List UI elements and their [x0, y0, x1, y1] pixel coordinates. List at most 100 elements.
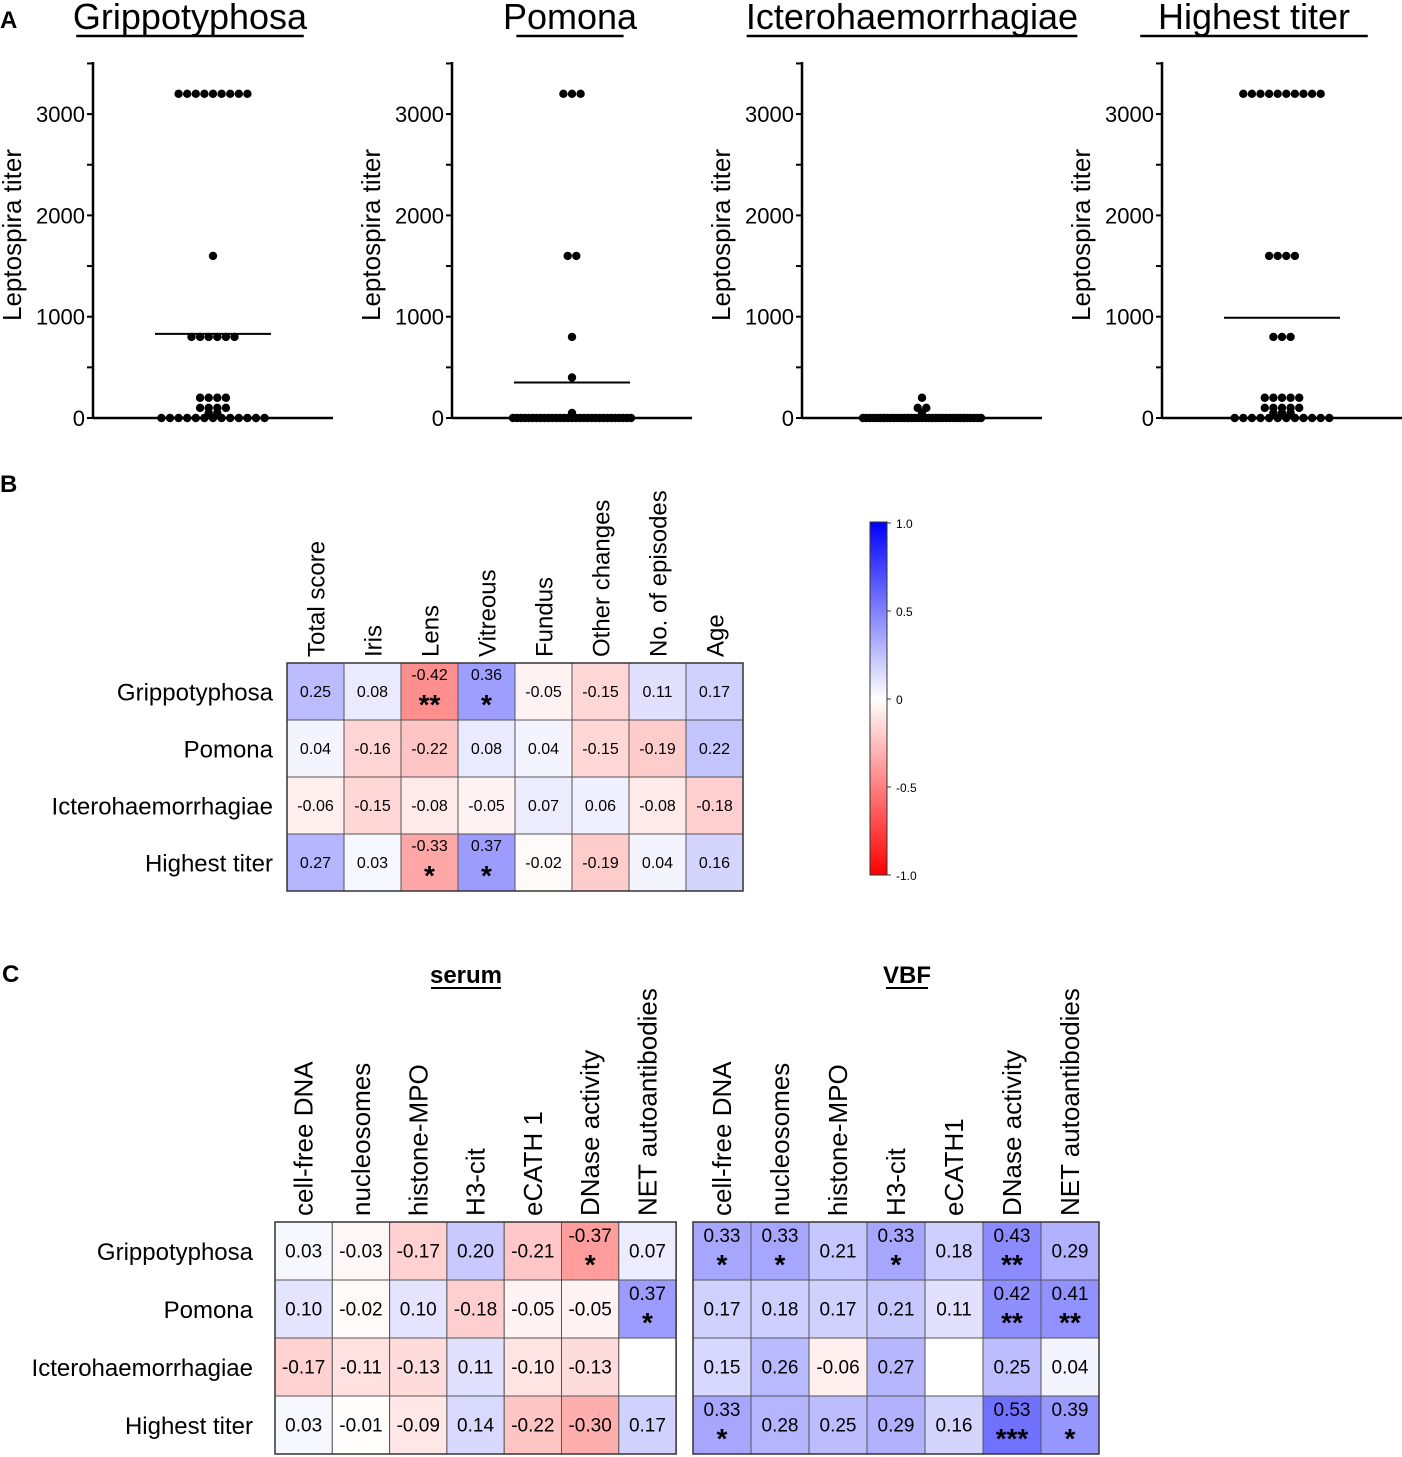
- cell-value: 0.07: [629, 1242, 666, 1263]
- heatmap-cell: [692, 1337, 752, 1397]
- data-point: [1290, 89, 1300, 99]
- cell-value: -0.15: [582, 684, 619, 701]
- block-title-serum: serum: [430, 962, 502, 989]
- cell-value: 0.07: [528, 798, 559, 815]
- data-point: [260, 413, 269, 423]
- significance-marker: *: [642, 1307, 653, 1338]
- data-point: [1290, 251, 1300, 261]
- column-header: Other changes: [589, 500, 616, 657]
- column-header: DNase activity: [997, 1050, 1027, 1216]
- heatmap-cell: [982, 1395, 1042, 1455]
- data-point: [1290, 413, 1300, 423]
- y-tick-label: 3000: [745, 102, 794, 127]
- heatmap-cell: [343, 776, 402, 835]
- y-tick-label: 1000: [395, 305, 444, 330]
- cell-value: -0.17: [397, 1242, 440, 1263]
- data-point: [1277, 393, 1287, 402]
- cell-value: -0.30: [568, 1416, 611, 1437]
- heatmap-cell: [924, 1221, 984, 1281]
- y-axis-label: Leptospira titer: [706, 149, 736, 321]
- heatmap-cell: [446, 1395, 505, 1455]
- cell-value: -0.15: [582, 741, 619, 758]
- heatmap-border: [692, 1221, 1100, 1455]
- cell-value: -0.01: [339, 1416, 382, 1437]
- column-header: Total score: [304, 541, 331, 657]
- cell-value: 0.11: [458, 1358, 494, 1379]
- heatmap-cell: [446, 1279, 505, 1339]
- data-point: [1260, 403, 1270, 413]
- cell-value: -0.08: [411, 798, 448, 815]
- data-point: [157, 413, 166, 423]
- panel-label-a: A: [0, 7, 17, 34]
- heatmap-cell: [400, 719, 459, 778]
- cell-value: -0.13: [568, 1358, 611, 1379]
- data-point: [1273, 89, 1282, 99]
- y-tick-label: 3000: [395, 102, 444, 127]
- heatmap-cell: [808, 1337, 868, 1397]
- heatmap-b: Total score Iris Lens Vitreous Fundus Other c…: [52, 490, 744, 892]
- data-point: [200, 89, 209, 99]
- data-point: [221, 393, 231, 402]
- data-point: [1247, 413, 1257, 423]
- column-header: nucleosomes: [346, 1063, 376, 1216]
- colorbar-tick-label: 1.0: [896, 517, 913, 531]
- y-tick-label: 1000: [36, 305, 85, 330]
- data-point: [1273, 251, 1282, 261]
- cell-value: 0.37: [471, 838, 502, 855]
- data-point: [1256, 89, 1265, 99]
- column-header: H3-cit: [461, 1147, 491, 1216]
- row-label: Pomona: [164, 1297, 254, 1324]
- heatmap-cell: [750, 1279, 810, 1339]
- data-point: [1264, 251, 1274, 261]
- significance-marker: *: [424, 860, 435, 891]
- heatmap-cell: [503, 1279, 563, 1339]
- cell-value: -0.42: [411, 667, 448, 684]
- column-header: Fundus: [532, 577, 559, 657]
- significance-marker: ***: [996, 1423, 1029, 1454]
- cell-value: 0.29: [1052, 1242, 1089, 1263]
- heatmap-cell: [1040, 1337, 1100, 1397]
- cell-value: 0.37: [629, 1284, 666, 1305]
- cell-value: -0.02: [339, 1300, 382, 1321]
- data-point: [221, 403, 231, 413]
- heatmap-cell: [561, 1221, 620, 1281]
- heatmap-cell: [685, 833, 744, 892]
- data-point: [1286, 393, 1295, 402]
- heatmap-cell: [514, 719, 573, 778]
- data-point: [1316, 413, 1325, 423]
- cell-value: 0.17: [699, 684, 730, 701]
- heatmap-cell: [685, 776, 744, 835]
- y-axis-label: Leptospira titer: [1066, 149, 1096, 321]
- heatmap-cell: [343, 719, 402, 778]
- cell-value: 0.53: [994, 1400, 1031, 1421]
- data-point: [567, 373, 577, 382]
- row-label: Icterohaemorrhagiae: [52, 794, 273, 821]
- data-point: [243, 89, 252, 99]
- scatter-subplot-grippotyphosa: Grippotyphosa 0 1000 2000 3000 Leptospira tit…: [0, 0, 333, 431]
- cell-value: 0.42: [994, 1284, 1031, 1305]
- heatmap-cell: [457, 776, 516, 835]
- data-point: [1264, 89, 1274, 99]
- data-point: [234, 413, 243, 423]
- scatter-subplot-icterohaemorrhagiae: Icterohaemorrhagiae 0 1000 2000 3000 Leptospi…: [706, 0, 1078, 431]
- data-point: [567, 332, 577, 342]
- cell-value: -0.02: [525, 855, 562, 872]
- column-header: NET autoantibodies: [1055, 988, 1085, 1216]
- data-point: [208, 89, 218, 99]
- cell-value: 0.20: [457, 1242, 494, 1263]
- data-point: [1239, 413, 1248, 423]
- cell-value: 0.33: [762, 1226, 799, 1247]
- data-point: [917, 393, 927, 402]
- data-point: [1307, 413, 1317, 423]
- cell-value: 0.04: [528, 741, 559, 758]
- cell-value: 0.10: [285, 1300, 322, 1321]
- subplot-title: Grippotyphosa: [73, 0, 308, 37]
- cell-value: 0.33: [704, 1400, 741, 1421]
- data-point: [976, 413, 986, 423]
- data-point: [191, 89, 200, 99]
- cell-value: 0.03: [285, 1416, 322, 1437]
- column-header: DNase activity: [575, 1050, 605, 1216]
- data-point: [576, 89, 585, 99]
- heatmap-cell: [924, 1279, 984, 1339]
